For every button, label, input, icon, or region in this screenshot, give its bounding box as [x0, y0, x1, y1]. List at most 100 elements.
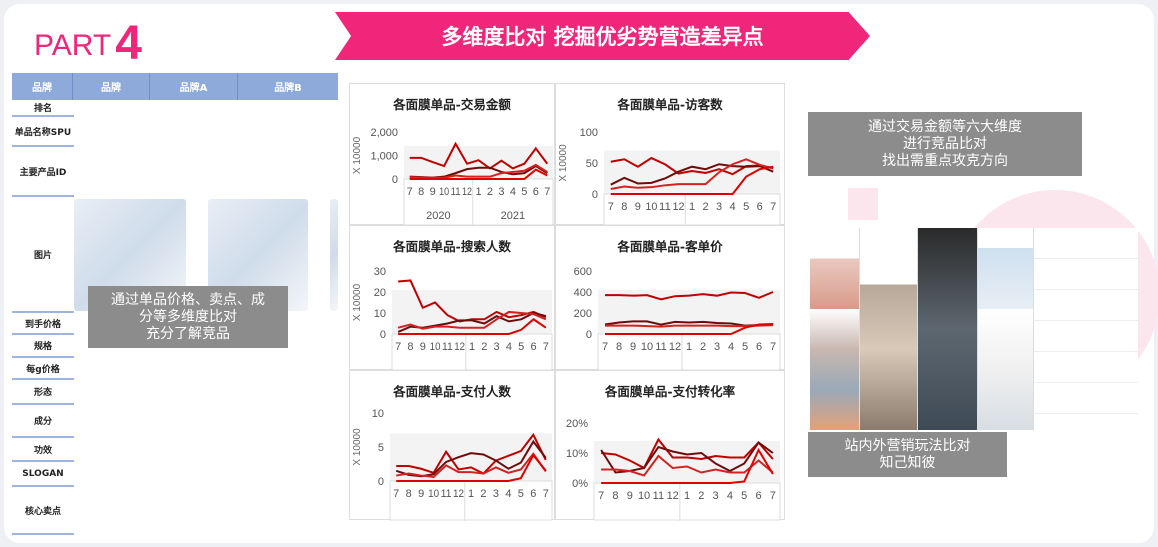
y-tick-label: 5: [378, 442, 384, 454]
x-tick-label: 2: [702, 201, 708, 213]
x-tick-label: 9: [635, 201, 641, 213]
insight-line: 通过交易金额等六大维度: [868, 118, 1022, 135]
y-tick-label: 0: [592, 189, 598, 201]
x-tick-label: 8: [406, 488, 412, 500]
series-line: [409, 141, 549, 170]
x-tick-label: 7: [543, 341, 549, 353]
x-tick-label: 8: [418, 186, 424, 198]
series-line: [396, 453, 547, 482]
x-tick-label: 5: [742, 341, 748, 353]
series-line: [610, 165, 774, 195]
y-axis-label: X 10000: [558, 144, 569, 182]
y-tick-label: 0: [392, 174, 398, 186]
line-chart: 各面膜单品-访客数 100 50 0 X 10000 7 8 9 10 11 12 1 2 3 4 5 6 7: [555, 83, 785, 226]
x-tick-label: 11: [655, 341, 666, 353]
banner-title: 多维度比对 挖掘优劣势营造差异点: [335, 12, 870, 60]
series-line: [397, 310, 547, 330]
chart-title: 各面膜单品-搜索人数: [393, 239, 511, 254]
x-tick-label: 6: [757, 201, 763, 213]
x-tick-label: 9: [420, 341, 426, 353]
y-tick-label: 400: [574, 287, 592, 299]
x-tick-label: 6: [530, 488, 536, 500]
x-tick-label: 10: [638, 490, 650, 502]
x-tick-label: 7: [393, 488, 399, 500]
chart-title: 各面膜单品-交易金额: [393, 97, 511, 112]
x-tick-label: 7: [598, 490, 604, 502]
screenshot-video: [918, 228, 978, 430]
x-tick-label: 2: [487, 186, 493, 198]
line-chart: 各面膜单品-搜索人数 30 20 10 0 X 10000 7 8 9 10 11 12 1 2 3 4 5 6 7: [349, 225, 555, 371]
y-tick-label: 0%: [572, 478, 588, 490]
x-axis-box: [597, 333, 781, 371]
y-tick-label: 0: [380, 329, 386, 341]
x-tick-label: 4: [505, 488, 511, 500]
series-line: [605, 323, 774, 335]
x-tick-label: 1: [686, 341, 692, 353]
x-tick-label: 3: [494, 341, 500, 353]
screenshot-product-list: [1034, 228, 1138, 430]
series-line: [601, 447, 774, 484]
x-tick-label: 2: [480, 488, 486, 500]
row-label: 功效: [12, 438, 74, 462]
chart-title: 各面膜单品-访客数: [617, 97, 723, 112]
x-tick-label: 8: [407, 341, 413, 353]
y-tick-label: 10%: [566, 448, 588, 460]
x-group-label: 2020: [426, 210, 450, 222]
x-tick-label: 2: [481, 341, 487, 353]
y-tick-label: 20%: [566, 418, 588, 430]
y-tick-label: 0: [378, 476, 384, 488]
caption-line: 充分了解竞品: [146, 325, 230, 342]
x-tick-label: 8: [621, 201, 627, 213]
series-line: [409, 163, 548, 179]
line-chart: 各面膜单品-支付人数 10 5 0 X 10000 7 8 9 10 11 12 1 2 3 4 5 6 7: [349, 370, 555, 521]
row-label: 排名: [12, 100, 74, 117]
part-label: PART4: [34, 12, 142, 70]
row-label: 主要产品ID: [12, 147, 74, 197]
row-label: 图片: [12, 197, 74, 313]
x-tick-label: 7: [770, 341, 776, 353]
y-tick-label: 2,000: [370, 127, 398, 139]
x-tick-label: 1: [475, 186, 481, 198]
row-label: 每g价格: [12, 358, 74, 380]
y-tick-label: 10: [372, 408, 384, 420]
row-label: 单品名称SPU: [12, 117, 74, 147]
x-tick-label: 5: [518, 341, 524, 353]
y-tick-label: 0: [586, 329, 592, 341]
x-tick-label: 10: [641, 341, 653, 353]
product-image: [330, 199, 338, 311]
x-tick-label: 11: [659, 201, 671, 213]
insight-line: 找出需重点攻克方向: [882, 152, 1008, 169]
row-label: 形态: [12, 380, 74, 405]
insight-box-top: 通过交易金额等六大维度 进行竞品比对 找出需重点攻克方向: [808, 112, 1082, 176]
y-axis-label: X 10000: [352, 428, 363, 466]
plot-background: [594, 441, 780, 483]
series-line: [398, 318, 547, 335]
x-tick-label: 10: [428, 488, 439, 500]
header-cell: 品牌: [12, 73, 73, 100]
caption-line: 分等多维度比对: [139, 308, 237, 325]
x-tick-label: 5: [521, 186, 527, 198]
x-axis-box: [603, 193, 781, 226]
y-tick-label: 30: [374, 266, 386, 278]
x-tick-label: 3: [498, 186, 504, 198]
decorative-square: [848, 188, 878, 220]
x-tick-label: 1: [468, 488, 474, 500]
chart-title: 各面膜单品-客单价: [617, 239, 723, 254]
x-tick-label: 2: [698, 490, 704, 502]
y-tick-label: 1,000: [370, 151, 398, 163]
x-tick-label: 9: [418, 488, 424, 500]
series-line: [605, 324, 774, 328]
header-cell: 品牌A: [150, 73, 238, 100]
x-tick-label: 12: [669, 341, 681, 353]
screenshot-xiaohongshu: [810, 228, 860, 430]
y-axis-label: X 10000: [352, 136, 363, 174]
y-tick-label: 50: [586, 158, 598, 170]
x-tick-label: 10: [430, 341, 441, 353]
line-chart: 各面膜单品-支付转化率 20% 10% 0% 7 8 9 10 11 12 1 2 3 4 5 6 7: [555, 370, 785, 521]
x-tick-label: 4: [506, 341, 512, 353]
x-group-label: 2021: [501, 210, 525, 222]
x-tick-label: 4: [510, 186, 516, 198]
x-tick-label: 12: [667, 490, 679, 502]
y-tick-label: 600: [574, 266, 592, 278]
